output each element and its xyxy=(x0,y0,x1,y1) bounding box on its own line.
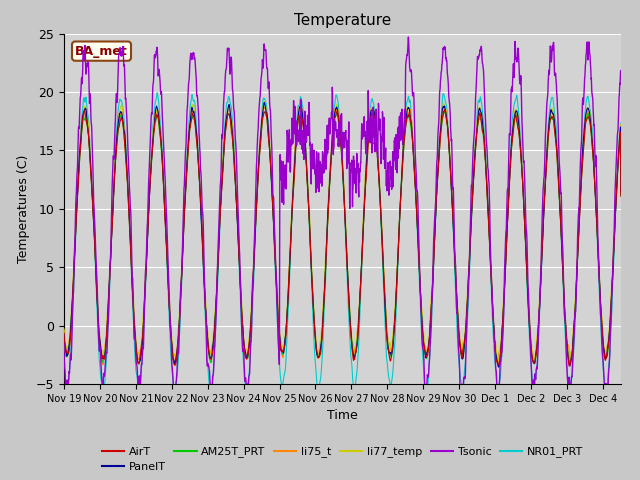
X-axis label: Time: Time xyxy=(327,409,358,422)
Legend: AirT, PanelT, AM25T_PRT, li75_t, li77_temp, Tsonic, NR01_PRT: AirT, PanelT, AM25T_PRT, li75_t, li77_te… xyxy=(97,442,588,477)
Text: BA_met: BA_met xyxy=(75,45,128,58)
Title: Temperature: Temperature xyxy=(294,13,391,28)
Y-axis label: Temperatures (C): Temperatures (C) xyxy=(17,155,30,263)
